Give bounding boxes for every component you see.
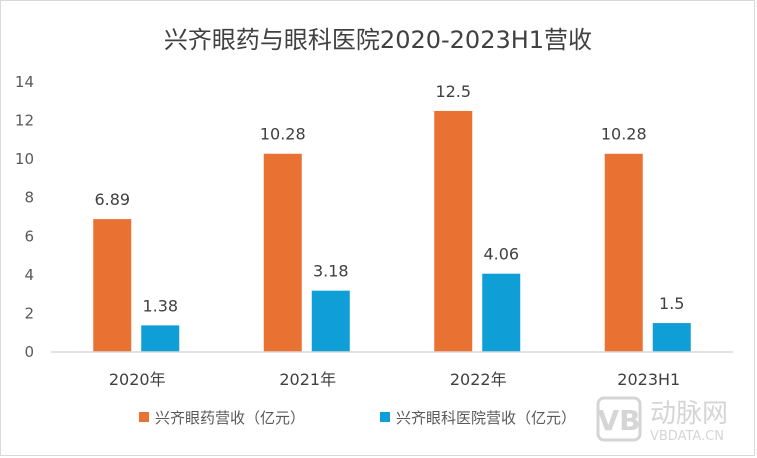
- legend-label: 兴齐眼药营收（亿元）: [155, 409, 305, 427]
- bar-hospital: [482, 273, 521, 352]
- bar-hospital: [141, 325, 180, 352]
- bar-pharma: [263, 153, 302, 352]
- data-label: 10.28: [601, 125, 647, 144]
- data-label: 6.89: [94, 190, 130, 209]
- watermark-en: VBDATA.CN: [650, 429, 724, 444]
- y-tick-label: 8: [24, 189, 34, 207]
- legend-label: 兴齐眼科医院营收（亿元）: [396, 409, 576, 427]
- bar-pharma: [604, 153, 643, 352]
- svg-text:VB: VB: [597, 404, 640, 437]
- data-label: 10.28: [260, 125, 306, 144]
- data-label: 3.18: [313, 262, 349, 281]
- bar-pharma: [434, 110, 473, 352]
- x-tick-label: 2023H1: [617, 370, 680, 389]
- y-tick-label: 10: [15, 150, 34, 168]
- bar-hospital: [311, 290, 350, 352]
- legend-swatch: [380, 412, 390, 422]
- chart-title: 兴齐眼药与眼科医院2020-2023H1营收: [164, 26, 592, 54]
- y-tick-label: 12: [15, 112, 34, 130]
- y-tick-label: 0: [24, 343, 34, 361]
- data-label: 1.5: [659, 294, 684, 313]
- y-tick-label: 6: [24, 227, 34, 245]
- watermark-logo: VB 动脉网 VBDATA.CN: [596, 396, 728, 444]
- y-tick-label: 2: [24, 304, 34, 322]
- data-label: 1.38: [142, 296, 178, 315]
- legend-swatch: [139, 412, 149, 422]
- watermark-cn: 动脉网: [650, 399, 728, 429]
- data-label: 4.06: [483, 245, 519, 264]
- x-tick-label: 2022年: [450, 370, 507, 389]
- data-label: 12.5: [435, 82, 471, 101]
- x-tick-label: 2021年: [279, 370, 336, 389]
- y-tick-label: 4: [24, 266, 34, 284]
- x-tick-label: 2020年: [109, 370, 166, 389]
- bar-hospital: [652, 323, 691, 352]
- bar-pharma: [93, 219, 132, 352]
- y-tick-label: 14: [15, 73, 34, 91]
